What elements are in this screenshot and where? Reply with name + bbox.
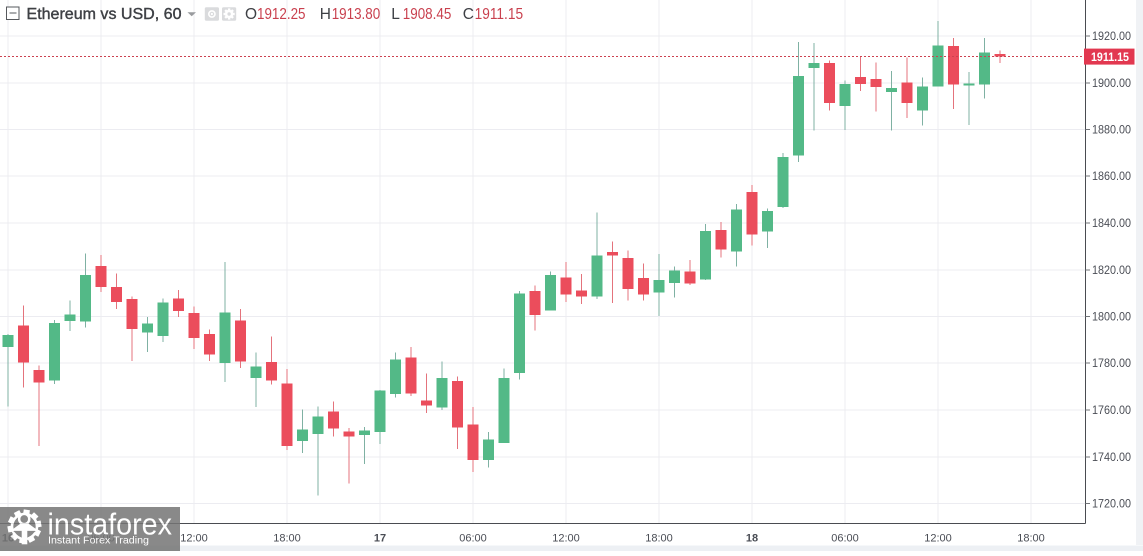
svg-text:L: L — [391, 6, 400, 23]
svg-text:12:00: 12:00 — [552, 533, 580, 545]
svg-text:H: H — [320, 6, 331, 23]
svg-text:12:00: 12:00 — [180, 533, 208, 545]
svg-text:O: O — [245, 6, 257, 23]
svg-text:1840.00: 1840.00 — [1092, 218, 1131, 230]
svg-text:1911.15: 1911.15 — [1091, 52, 1130, 64]
svg-text:Ethereum vs USD, 60: Ethereum vs USD, 60 — [27, 6, 182, 23]
svg-text:instaforex: instaforex — [48, 507, 173, 541]
svg-text:1720.00: 1720.00 — [1092, 499, 1131, 511]
svg-text:12:00: 12:00 — [924, 533, 952, 545]
svg-text:1913.80: 1913.80 — [332, 6, 381, 23]
svg-text:06:00: 06:00 — [459, 533, 487, 545]
svg-text:1908.45: 1908.45 — [403, 6, 452, 23]
svg-text:1860.00: 1860.00 — [1092, 171, 1131, 183]
svg-text:1900.00: 1900.00 — [1092, 78, 1131, 90]
svg-text:Instant Forex Trading: Instant Forex Trading — [48, 534, 149, 546]
svg-text:18: 18 — [746, 533, 758, 545]
svg-text:18:00: 18:00 — [273, 533, 301, 545]
svg-text:18:00: 18:00 — [1017, 533, 1045, 545]
svg-text:17: 17 — [374, 533, 386, 545]
svg-text:1920.00: 1920.00 — [1092, 31, 1131, 43]
svg-text:1780.00: 1780.00 — [1092, 358, 1131, 370]
svg-text:1911.15: 1911.15 — [475, 6, 523, 23]
svg-text:1820.00: 1820.00 — [1092, 265, 1131, 277]
svg-text:1740.00: 1740.00 — [1092, 452, 1131, 464]
svg-text:18:00: 18:00 — [645, 533, 673, 545]
svg-text:1760.00: 1760.00 — [1092, 405, 1131, 417]
svg-text:1912.25: 1912.25 — [257, 6, 306, 23]
svg-text:1880.00: 1880.00 — [1092, 125, 1131, 137]
svg-text:C: C — [463, 6, 474, 23]
svg-text:06:00: 06:00 — [831, 533, 859, 545]
svg-text:1800.00: 1800.00 — [1092, 312, 1131, 324]
